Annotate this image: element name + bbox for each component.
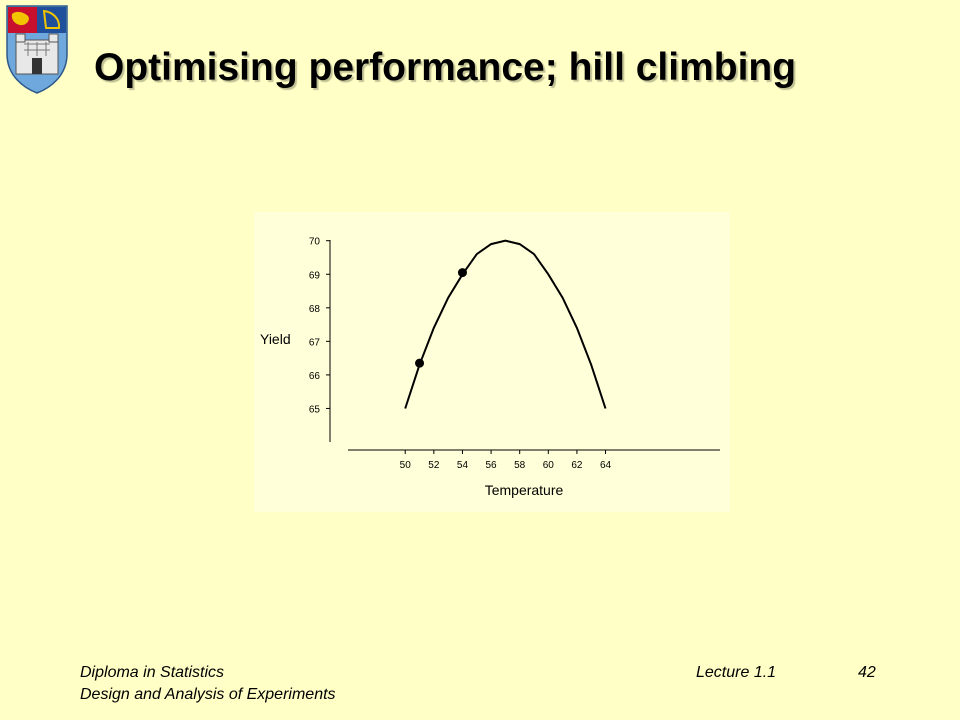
y-tick-label: 69 xyxy=(309,270,321,281)
x-tick-label: 50 xyxy=(400,460,412,471)
x-axis-label: Temperature xyxy=(485,482,564,498)
lion-icon xyxy=(11,11,29,26)
footer-course: Diploma in Statistics xyxy=(80,664,225,681)
data-points xyxy=(415,268,467,368)
x-tick-label: 62 xyxy=(571,460,583,471)
x-tick-label: 52 xyxy=(428,460,440,471)
y-tick-label: 70 xyxy=(309,237,321,248)
harp-icon xyxy=(42,9,61,29)
x-tick-label: 58 xyxy=(514,460,526,471)
x-tick-label: 64 xyxy=(600,460,612,471)
crest-icon xyxy=(6,5,68,94)
castle-tower-right xyxy=(48,33,59,43)
y-tick-label: 67 xyxy=(309,337,321,348)
castle-gate xyxy=(32,58,42,74)
y-tick-label: 66 xyxy=(309,371,321,382)
chart: 65 66 67 68 69 70 50 52 54 56 58 60 62 64 Yield Temp… xyxy=(260,237,720,498)
crest-quarter-blue xyxy=(37,7,66,33)
y-tick-label: 65 xyxy=(309,404,321,415)
x-tick-label: 56 xyxy=(486,460,498,471)
chart-panel: 65 66 67 68 69 70 50 52 54 56 58 60 62 64 Yield Temp… xyxy=(254,212,730,512)
data-point xyxy=(415,358,425,368)
data-point xyxy=(457,268,467,278)
series-curve xyxy=(404,239,607,409)
y-tick-label: 68 xyxy=(309,304,321,315)
x-tick-label: 54 xyxy=(457,460,469,471)
slide-title: Optimising performance; hill climbing xyxy=(94,46,797,89)
castle-lattice xyxy=(24,42,50,56)
x-tick-label: 60 xyxy=(543,460,555,471)
footer-module: Design and Analysis of Experiments xyxy=(80,686,336,703)
castle-tower-left xyxy=(15,33,26,43)
y-ticks: 65 66 67 68 69 70 xyxy=(309,237,330,415)
chart-axes xyxy=(329,240,720,451)
footer-lecture: Lecture 1.1 xyxy=(696,664,777,681)
y-axis-label: Yield xyxy=(260,331,291,347)
footer-page-number: 42 xyxy=(858,664,876,681)
x-ticks: 50 52 54 56 58 60 62 64 xyxy=(400,450,612,471)
